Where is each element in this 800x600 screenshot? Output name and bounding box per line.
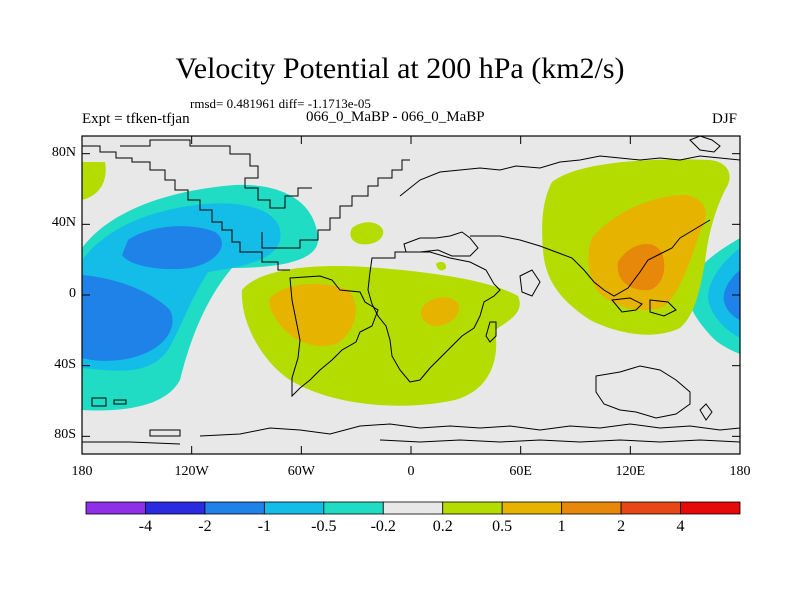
page-title: Velocity Potential at 200 hPa (km2/s) <box>175 52 625 85</box>
colorbar-label: -0.2 <box>370 518 396 535</box>
colorbar-swatch <box>85 501 146 515</box>
colorbar-label: 0.2 <box>432 518 453 535</box>
lon-tick-label: 120W <box>174 464 209 479</box>
lat-tick-label: 0 <box>69 286 76 301</box>
colorbar-swatch <box>145 501 206 515</box>
lon-tick-label: 180 <box>71 464 93 479</box>
colorbar-swatch <box>620 501 681 515</box>
colorbar <box>85 501 741 515</box>
colorbar-swatch <box>680 501 741 515</box>
negative-anomaly-east <box>687 238 740 354</box>
lon-tick-label: 0 <box>407 464 415 479</box>
case-label: 066_0_MaBP - 066_0_MaBP <box>306 109 485 125</box>
colorbar-label: -1 <box>257 518 272 535</box>
lat-tick-label: 80S <box>54 427 76 443</box>
colorbar-swatch <box>382 501 444 515</box>
colorbar-label: -0.5 <box>311 518 337 535</box>
stats-text: rmsd= 0.481961 diff= -1.1713e-05 <box>190 96 371 111</box>
colorbar-swatch <box>501 501 563 515</box>
colorbar-swatch <box>442 501 503 515</box>
coastlines <box>82 136 740 445</box>
positive-anomaly-atlantic <box>241 222 520 406</box>
lon-tick-label: 120E <box>615 464 646 479</box>
lat-tick-label: 40N <box>51 215 76 231</box>
positive-anomaly-asia <box>82 159 730 335</box>
colorbar-swatch <box>263 501 325 515</box>
lat-tick-label: 80N <box>51 144 76 160</box>
colorbar-swatch <box>204 501 265 515</box>
axis-ticks <box>81 136 741 454</box>
season-label: DJF <box>712 111 738 127</box>
lon-tick-label: 180 <box>729 464 751 479</box>
map-plot-area <box>82 136 740 454</box>
lat-tick-label: 40S <box>54 356 76 372</box>
lon-tick-label: 60W <box>287 464 315 479</box>
lon-tick-label: 60E <box>509 464 532 479</box>
experiment-label: Expt = tfken-tfjan <box>82 111 190 127</box>
colorbar-swatch <box>323 501 384 515</box>
colorbar-label: 2 <box>617 518 626 535</box>
negative-anomaly-west <box>82 184 319 411</box>
colorbar-label: 4 <box>676 518 685 535</box>
colorbar-label: 0.5 <box>492 518 513 535</box>
colorbar-swatch <box>561 501 622 515</box>
colorbar-label: -4 <box>138 518 153 535</box>
colorbar-label: 1 <box>557 518 566 535</box>
colorbar-label: -2 <box>198 518 212 535</box>
